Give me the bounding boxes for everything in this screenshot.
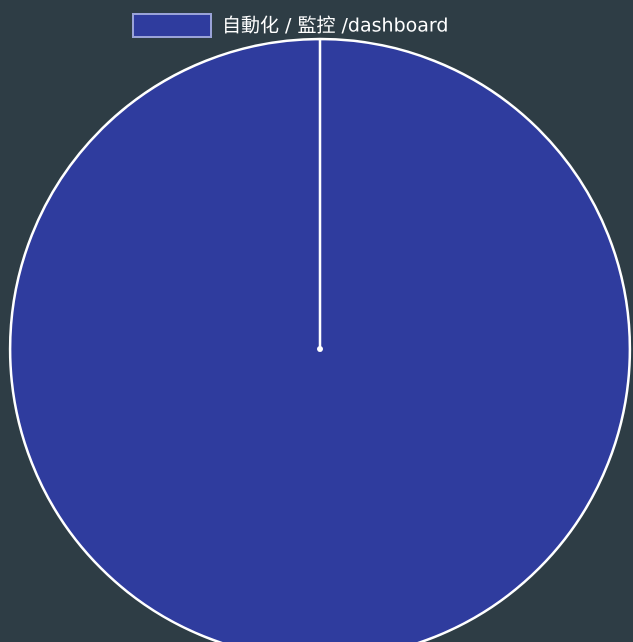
legend-label[interactable]: 自動化 / 監控 /dashboard — [222, 15, 448, 37]
pie-center — [317, 346, 323, 352]
pie-slice[interactable] — [8, 37, 632, 642]
legend-swatch[interactable] — [132, 13, 212, 38]
